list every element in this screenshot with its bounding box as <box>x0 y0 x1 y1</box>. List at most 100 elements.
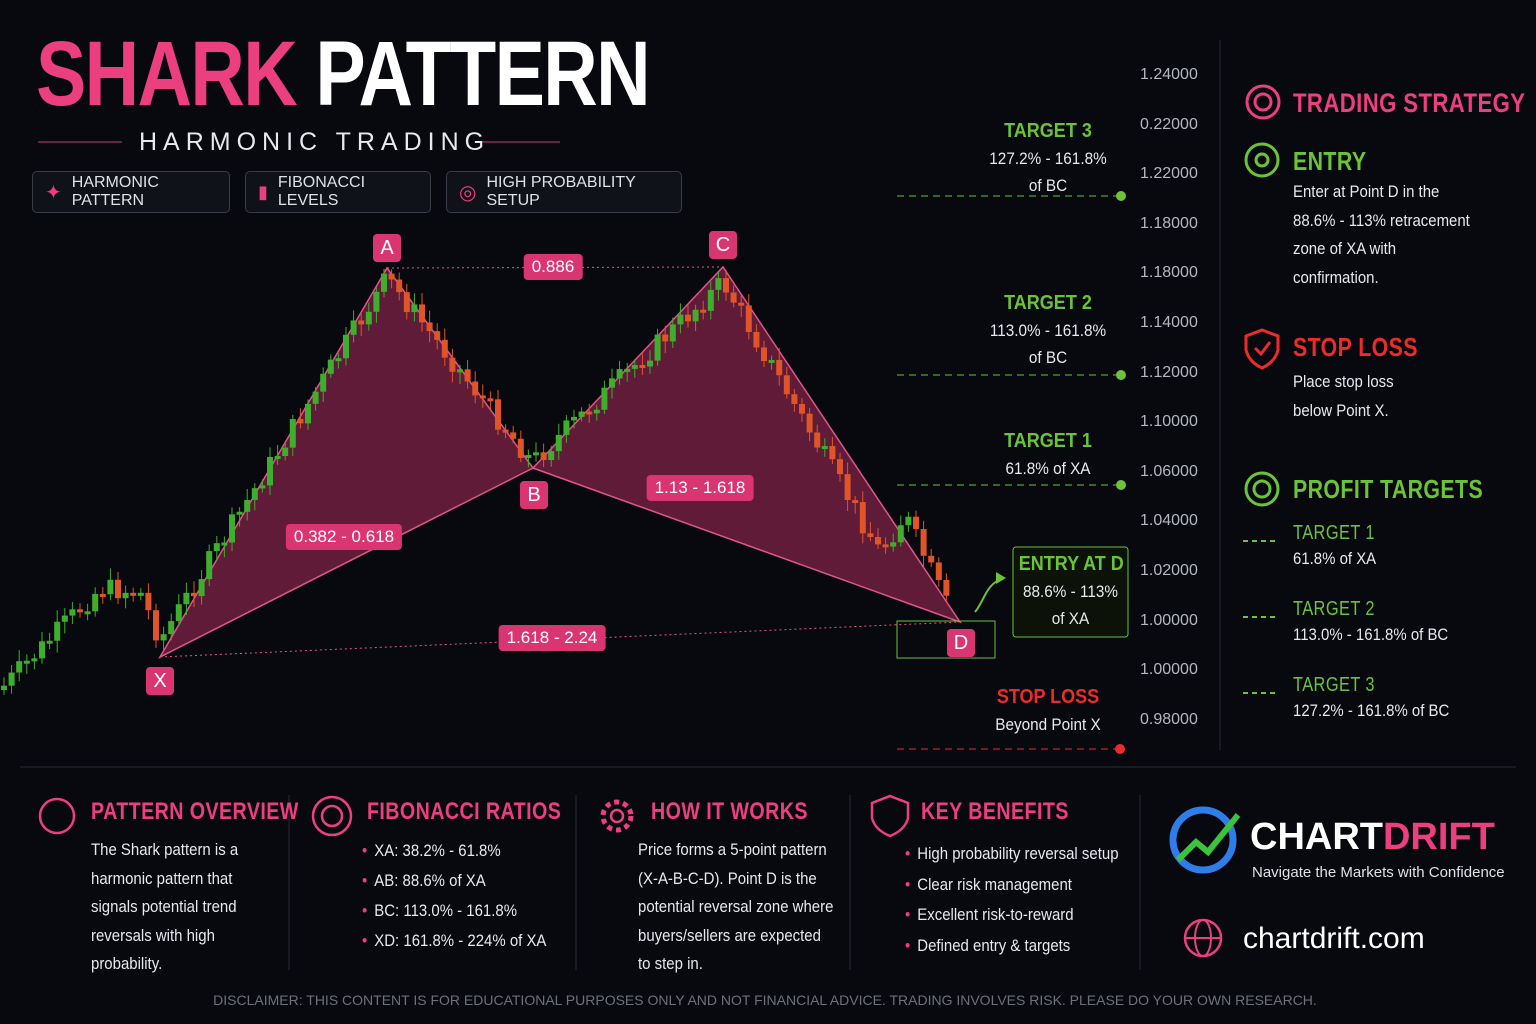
target-arrows <box>1243 540 1276 694</box>
ratio-label: 0.886 <box>523 254 583 280</box>
candle-body <box>297 419 304 424</box>
stop-dot <box>1115 744 1125 754</box>
sidebar-title: TRADING STRATEGY <box>1293 88 1526 118</box>
target-dot <box>1116 191 1126 201</box>
entry-zone <box>896 620 996 659</box>
badge: ✦ HARMONIC PATTERN <box>32 171 230 213</box>
candle-body <box>198 579 205 597</box>
point-label: A <box>373 234 401 262</box>
brand-a: CHART <box>1250 816 1383 858</box>
target-text: 113.0% - 161.8% of BC <box>1293 625 1449 644</box>
entry-callout: ENTRY AT D 88.6% - 113% of XA <box>1019 551 1124 632</box>
candle-body <box>723 278 729 293</box>
candle-body <box>153 610 159 641</box>
candle-body <box>403 292 410 313</box>
candle-body <box>495 399 501 430</box>
axis-label: 1.18000 <box>1140 214 1198 232</box>
candle-body <box>145 592 152 611</box>
section-body: Price forms a 5-point pattern (X-A-B-C-D)… <box>638 836 833 979</box>
title-accent: SHARK <box>36 23 298 125</box>
axis-label: 0.22000 <box>1140 115 1198 133</box>
line: The Shark pattern is a <box>91 840 239 859</box>
line: confirmation. <box>1293 267 1379 287</box>
badge-label: HIGH PROBABILITY SETUP <box>486 174 636 209</box>
candle-body <box>540 452 547 461</box>
candle-body <box>829 446 836 460</box>
axis-label: 1.02000 <box>1140 562 1198 579</box>
candle-body <box>882 544 889 548</box>
candle-body <box>571 416 577 421</box>
candle-body <box>236 511 243 515</box>
candle-body <box>745 305 752 332</box>
candle-body <box>350 320 357 335</box>
target-dot <box>1116 480 1126 490</box>
stop-heading: STOP LOSS <box>1293 332 1418 362</box>
level-title: TARGET 3 <box>1004 120 1092 142</box>
candle-body <box>844 474 851 501</box>
line: Enter at Point D in the <box>1293 182 1440 201</box>
level: TARGET 3 127.2% - 161.8% of BC <box>958 118 1138 199</box>
targets-heading: PROFIT TARGETS <box>1293 474 1484 504</box>
title-main: PATTERN <box>315 23 650 125</box>
candle-body <box>388 273 395 280</box>
axis-label: 1.22000 <box>1140 165 1198 183</box>
entry-heading: ENTRY <box>1293 146 1367 176</box>
brand-url[interactable]: chartdrift.com <box>1243 922 1425 955</box>
target-text: 61.8% of XA <box>1293 549 1377 568</box>
point-label: D <box>947 629 975 657</box>
level-title: TARGET 1 <box>1004 430 1092 452</box>
candle-body <box>434 331 441 340</box>
candle-body <box>753 331 760 348</box>
list-item: XA: 38.2% - 61.8% <box>362 836 546 866</box>
candle-body <box>46 640 53 644</box>
line: 88.6% - 113% retracement <box>1293 210 1470 230</box>
line: probability. <box>91 954 163 973</box>
candle-body <box>206 551 213 580</box>
candle-body <box>920 528 927 556</box>
candle-body <box>555 434 562 452</box>
candle-body <box>23 660 30 664</box>
axis-label: 1.00000 <box>1140 661 1198 679</box>
candle-body <box>107 579 114 595</box>
ratio-label: 0.382 - 0.618 <box>285 524 403 550</box>
axis-label: 1.18000 <box>1140 264 1198 282</box>
candle-body <box>639 364 646 368</box>
level: TARGET 2 113.0% - 161.8% of BC <box>958 290 1138 371</box>
candle-body <box>229 514 235 543</box>
xab-triangle <box>158 266 535 659</box>
point-label: X <box>146 667 174 695</box>
target-item: TARGET 3 127.2% - 161.8% of BC <box>1293 674 1471 726</box>
list-item: High probability reversal setup <box>905 839 1118 870</box>
candle-body <box>517 438 524 458</box>
candle-body <box>768 359 775 363</box>
list-item: Excellent risk-to-reward <box>905 900 1119 931</box>
candle-body <box>631 364 638 369</box>
target-item: TARGET 1 61.8% of XA <box>1293 522 1393 574</box>
candle-body <box>191 592 197 597</box>
candle-body <box>700 309 707 313</box>
level-text: Beyond Point X <box>995 715 1101 734</box>
stop-body: Place stop loss below Point X. <box>1293 368 1394 425</box>
line: zone of XA with <box>1293 239 1397 258</box>
candle-body <box>213 543 220 552</box>
candle-body <box>130 592 137 596</box>
candle-body <box>267 456 273 486</box>
candle-body <box>692 309 699 322</box>
disclaimer: DISCLAIMER: THIS CONTENT IS FOR EDUCATIO… <box>213 992 1317 1008</box>
candle-body <box>39 641 45 659</box>
level-text: 61.8% of XA <box>1005 459 1091 478</box>
candle-body <box>776 359 783 376</box>
candle-body <box>616 369 623 379</box>
candle-body <box>875 537 881 545</box>
candle-body <box>92 593 99 612</box>
candle-body <box>320 373 327 392</box>
candle-body <box>137 592 144 596</box>
section-title: FIBONACCI RATIOS <box>367 798 562 825</box>
entry-body: Enter at Point D in the 88.6% - 113% retr… <box>1293 178 1470 292</box>
candle-body <box>457 369 463 373</box>
point-label: C <box>709 231 737 259</box>
axis-label: 1.04000 <box>1140 512 1198 530</box>
candle-body <box>707 289 714 311</box>
